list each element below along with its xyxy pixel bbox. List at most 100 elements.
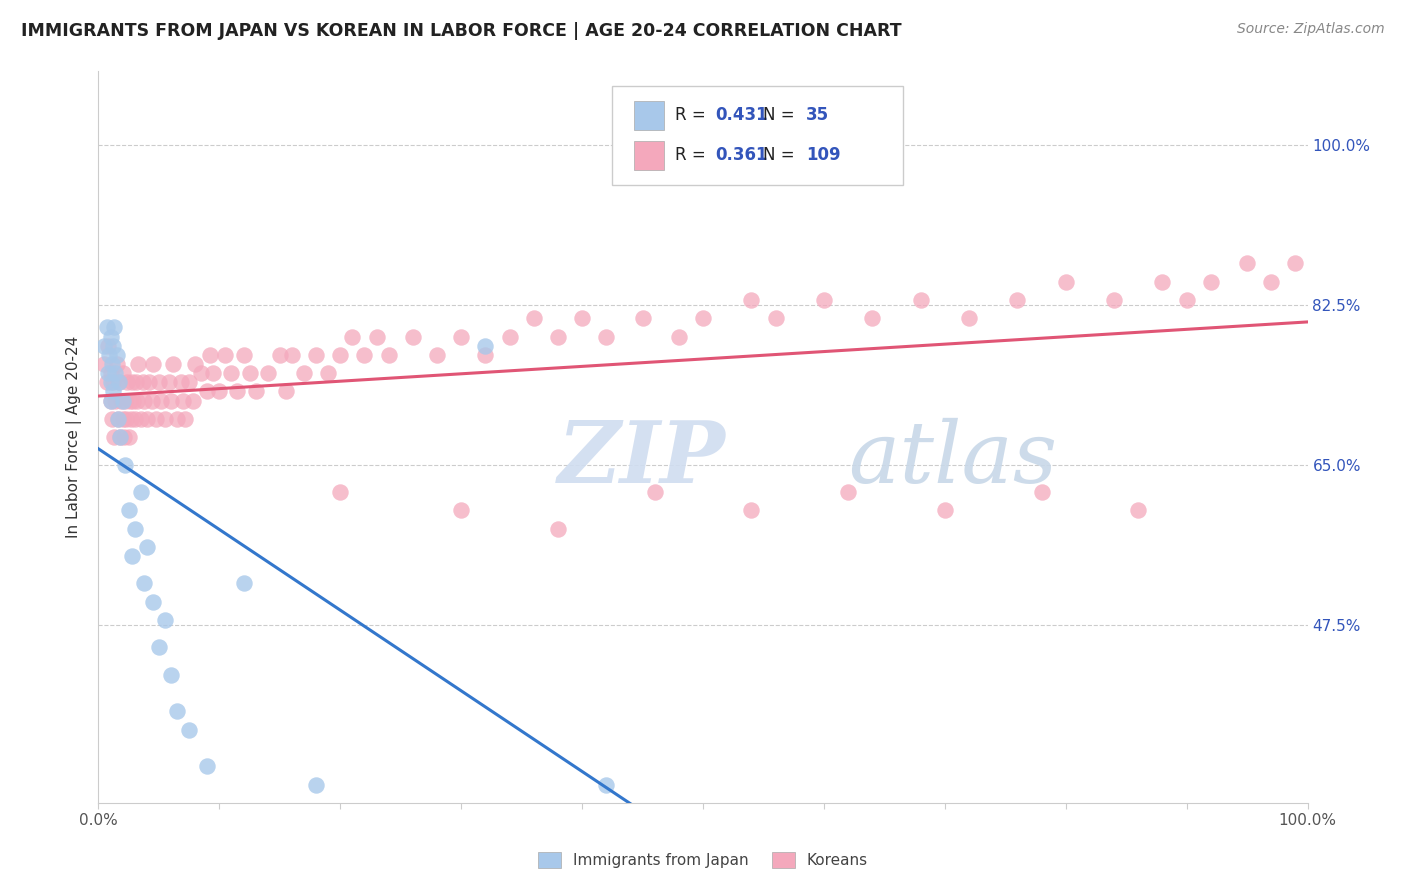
Point [160,667,183,681]
Point [118,430,141,444]
Point [174,412,197,426]
Point [112,430,135,444]
Point [305,778,328,792]
Point [179,723,201,737]
Point [110,393,132,408]
Point [93,357,115,371]
Point [145,412,167,426]
FancyBboxPatch shape [613,86,903,185]
Point [142,357,165,371]
Point [135,540,157,554]
Point [160,393,183,408]
Point [571,311,593,326]
Point [837,485,859,500]
Point [150,393,173,408]
Point [162,357,184,371]
Point [221,366,243,380]
Point [114,393,136,408]
Point [108,430,131,444]
Point [108,376,131,390]
Point [125,376,148,390]
Point [101,338,124,352]
Point [1054,275,1077,289]
Point [184,357,207,371]
Point [97,366,120,380]
Point [631,311,654,326]
Point [104,393,127,408]
Point [100,357,122,371]
Point [96,376,118,390]
Point [450,503,472,517]
Point [1175,293,1198,307]
Point [122,393,145,408]
Point [132,376,155,390]
Point [103,320,125,334]
Text: 35: 35 [806,106,830,124]
Point [153,412,176,426]
Point [366,329,388,343]
Point [1236,256,1258,270]
Point [117,376,139,390]
Point [1152,275,1174,289]
Point [765,311,787,326]
Text: Source: ZipAtlas.com: Source: ZipAtlas.com [1237,22,1385,37]
Point [547,329,569,343]
Point [141,393,163,408]
Point [100,376,122,390]
Point [474,338,496,352]
Point [111,393,134,408]
Point [129,485,152,500]
Point [101,376,124,390]
Y-axis label: In Labor Force | Age 20-24: In Labor Force | Age 20-24 [66,336,83,538]
Point [142,594,165,608]
Point [245,384,267,399]
Point [305,348,328,362]
Point [316,366,339,380]
Point [134,576,156,591]
Point [692,311,714,326]
Text: N =: N = [763,106,800,124]
FancyBboxPatch shape [634,101,664,130]
Point [100,329,122,343]
Point [111,412,134,426]
Point [134,393,156,408]
Point [108,376,131,390]
Point [1102,293,1125,307]
Point [172,393,194,408]
Point [105,357,128,371]
Point [498,329,520,343]
Text: R =: R = [675,106,711,124]
Point [118,503,141,517]
Point [214,348,236,362]
Point [377,348,399,362]
Point [166,705,188,719]
Point [239,366,262,380]
Point [595,329,617,343]
Point [957,311,980,326]
Text: atlas: atlas [848,417,1057,500]
Point [1284,256,1306,270]
Point [329,348,352,362]
Point [148,640,170,655]
Point [190,366,212,380]
Point [256,366,278,380]
Point [97,338,120,352]
Point [1199,275,1222,289]
Point [195,759,218,773]
Point [668,329,690,343]
Point [121,549,143,563]
Point [153,613,176,627]
Point [157,376,180,390]
Point [426,348,449,362]
Point [121,376,143,390]
Point [120,412,142,426]
Point [127,357,149,371]
Point [523,311,546,326]
Point [96,320,118,334]
Legend: Immigrants from Japan, Koreans: Immigrants from Japan, Koreans [538,853,868,868]
Point [93,338,115,352]
Point [100,412,122,426]
Point [107,412,129,426]
Text: 0.431: 0.431 [716,106,768,124]
Point [1007,293,1029,307]
